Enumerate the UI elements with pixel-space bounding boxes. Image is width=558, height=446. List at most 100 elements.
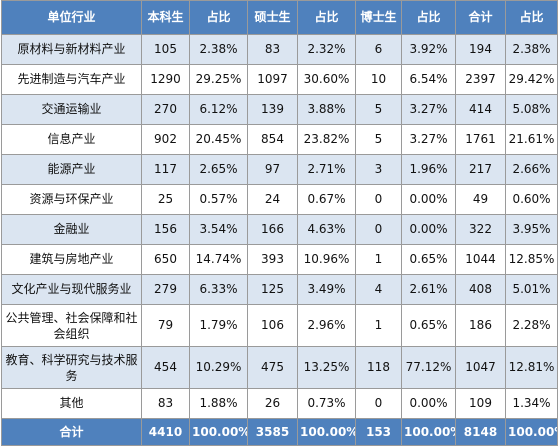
cell-master: 83: [247, 34, 298, 65]
header-master: 硕士生: [247, 0, 298, 35]
table-row: 建筑与房地产业 650 14.74% 393 10.96% 1 0.65% 1044 12.85…: [1, 244, 558, 275]
total-sum-share: 100.00%: [505, 418, 558, 446]
cell-industry: 教育、科学研究与技术服务: [1, 346, 142, 389]
cell-doctor: 0: [355, 184, 402, 215]
cell-master-share: 0.67%: [297, 184, 356, 215]
cell-industry: 资源与环保产业: [1, 184, 142, 215]
cell-total: 1761: [455, 124, 506, 155]
table-row: 金融业 156 3.54% 166 4.63% 0 0.00% 322 3.95%: [1, 214, 558, 245]
cell-doctor: 5: [355, 94, 402, 125]
cell-undergrad: 902: [141, 124, 190, 155]
cell-master-share: 13.25%: [297, 346, 356, 389]
total-sum: 8148: [455, 418, 506, 446]
cell-industry: 其他: [1, 388, 142, 419]
cell-doctor: 1: [355, 304, 402, 347]
cell-doctor-share: 0.00%: [401, 184, 456, 215]
table-footer: 合计 4410 100.00% 3585 100.00% 153 100.00%…: [1, 418, 558, 446]
cell-undergrad-share: 6.12%: [189, 94, 248, 125]
cell-doctor-share: 3.92%: [401, 34, 456, 65]
cell-total-share: 5.08%: [505, 94, 558, 125]
cell-undergrad: 105: [141, 34, 190, 65]
cell-doctor: 3: [355, 154, 402, 185]
total-undergrad: 4410: [141, 418, 190, 446]
cell-doctor-share: 0.00%: [401, 214, 456, 245]
cell-undergrad: 454: [141, 346, 190, 389]
table-header: 单位行业 本科生 占比 硕士生 占比 博士生 占比 合计 占比: [1, 0, 558, 35]
table-row: 原材料与新材料产业 105 2.38% 83 2.32% 6 3.92% 194 2.38%: [1, 34, 558, 65]
header-master-share: 占比: [297, 0, 356, 35]
cell-total-share: 29.42%: [505, 64, 558, 95]
cell-total-share: 21.61%: [505, 124, 558, 155]
table-row: 能源产业 117 2.65% 97 2.71% 3 1.96% 217 2.66%: [1, 154, 558, 185]
cell-total: 414: [455, 94, 506, 125]
cell-total-share: 5.01%: [505, 274, 558, 305]
cell-total: 194: [455, 34, 506, 65]
cell-undergrad: 279: [141, 274, 190, 305]
total-doctor: 153: [355, 418, 402, 446]
cell-total: 1047: [455, 346, 506, 389]
cell-doctor-share: 2.61%: [401, 274, 456, 305]
cell-master: 475: [247, 346, 298, 389]
cell-doctor: 10: [355, 64, 402, 95]
cell-master: 854: [247, 124, 298, 155]
header-industry: 单位行业: [1, 0, 142, 35]
cell-total: 186: [455, 304, 506, 347]
cell-undergrad-share: 2.38%: [189, 34, 248, 65]
cell-undergrad-share: 0.57%: [189, 184, 248, 215]
cell-master-share: 3.88%: [297, 94, 356, 125]
cell-undergrad: 650: [141, 244, 190, 275]
cell-master: 393: [247, 244, 298, 275]
cell-total-share: 2.66%: [505, 154, 558, 185]
cell-undergrad: 25: [141, 184, 190, 215]
cell-industry: 先进制造与汽车产业: [1, 64, 142, 95]
cell-total-share: 12.85%: [505, 244, 558, 275]
cell-undergrad: 83: [141, 388, 190, 419]
cell-total: 109: [455, 388, 506, 419]
cell-industry: 能源产业: [1, 154, 142, 185]
cell-master: 97: [247, 154, 298, 185]
cell-doctor-share: 6.54%: [401, 64, 456, 95]
cell-doctor: 5: [355, 124, 402, 155]
cell-industry: 文化产业与现代服务业: [1, 274, 142, 305]
total-row: 合计 4410 100.00% 3585 100.00% 153 100.00%…: [1, 418, 558, 446]
header-doctor: 博士生: [355, 0, 402, 35]
header-total: 合计: [455, 0, 506, 35]
cell-master-share: 0.73%: [297, 388, 356, 419]
cell-master: 26: [247, 388, 298, 419]
cell-total: 49: [455, 184, 506, 215]
cell-doctor: 0: [355, 214, 402, 245]
table-row: 资源与环保产业 25 0.57% 24 0.67% 0 0.00% 49 0.60%: [1, 184, 558, 215]
cell-undergrad-share: 29.25%: [189, 64, 248, 95]
cell-undergrad: 117: [141, 154, 190, 185]
cell-undergrad-share: 10.29%: [189, 346, 248, 389]
header-undergrad: 本科生: [141, 0, 190, 35]
cell-doctor-share: 0.00%: [401, 388, 456, 419]
table-row: 文化产业与现代服务业 279 6.33% 125 3.49% 4 2.61% 408 5.01%: [1, 274, 558, 305]
cell-total-share: 2.38%: [505, 34, 558, 65]
total-doctor-share: 100.00%: [401, 418, 456, 446]
table-row: 教育、科学研究与技术服务 454 10.29% 475 13.25% 118 77.12% 1…: [1, 346, 558, 389]
cell-total: 408: [455, 274, 506, 305]
cell-undergrad-share: 1.88%: [189, 388, 248, 419]
cell-master-share: 2.32%: [297, 34, 356, 65]
cell-master: 24: [247, 184, 298, 215]
cell-doctor-share: 77.12%: [401, 346, 456, 389]
cell-total: 322: [455, 214, 506, 245]
cell-industry: 公共管理、社会保障和社会组织: [1, 304, 142, 347]
cell-doctor-share: 3.27%: [401, 124, 456, 155]
cell-industry: 金融业: [1, 214, 142, 245]
cell-master: 106: [247, 304, 298, 347]
cell-master: 166: [247, 214, 298, 245]
cell-industry: 交通运输业: [1, 94, 142, 125]
cell-undergrad: 270: [141, 94, 190, 125]
cell-master-share: 2.96%: [297, 304, 356, 347]
table-row: 交通运输业 270 6.12% 139 3.88% 5 3.27% 414 5.08%: [1, 94, 558, 125]
cell-total-share: 12.81%: [505, 346, 558, 389]
table-body: 原材料与新材料产业 105 2.38% 83 2.32% 6 3.92% 194 2.38% 先进…: [1, 34, 558, 419]
cell-doctor-share: 0.65%: [401, 304, 456, 347]
cell-undergrad: 79: [141, 304, 190, 347]
cell-master-share: 30.60%: [297, 64, 356, 95]
cell-undergrad-share: 2.65%: [189, 154, 248, 185]
cell-undergrad-share: 6.33%: [189, 274, 248, 305]
